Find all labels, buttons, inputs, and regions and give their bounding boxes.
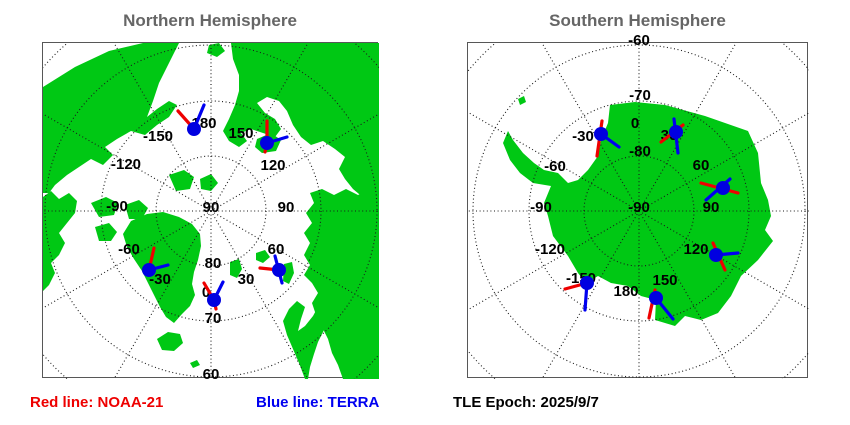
grid-label: -60	[628, 32, 650, 49]
meridian-line	[638, 210, 737, 379]
landmass	[91, 197, 118, 217]
landmass	[283, 298, 335, 379]
satellite-marker	[669, 125, 683, 139]
satellite-marker	[649, 291, 663, 305]
meridian-line	[113, 210, 212, 379]
grid-label: -70	[629, 87, 651, 104]
meridian-line	[638, 112, 809, 212]
grid-label: 60	[203, 366, 220, 383]
satellite-marker	[260, 136, 274, 150]
grid-label: -30	[572, 128, 594, 145]
grid-label: 30	[238, 271, 255, 288]
landmass	[95, 223, 117, 241]
south-polar-plot: -60-70-80-900306090120150180-150-120-90-…	[468, 32, 809, 379]
meridian-line	[541, 43, 640, 212]
landmass	[223, 43, 379, 203]
landmass	[503, 102, 773, 326]
grid-label: 120	[683, 241, 708, 258]
satellite-marker	[187, 122, 201, 136]
meridian-line	[468, 210, 640, 311]
grid-label: 120	[260, 157, 285, 174]
latitude-ring	[528, 100, 750, 322]
grid-label: -60	[544, 158, 566, 175]
satellite-marker	[142, 263, 156, 277]
latitude-ring	[100, 100, 322, 322]
grid-label: 90	[203, 199, 220, 216]
meridian-line	[210, 43, 309, 212]
south-map-title: Southern Hemisphere	[549, 11, 726, 30]
landmass	[169, 170, 194, 191]
grid-label: -60	[118, 241, 140, 258]
landmass	[230, 259, 242, 278]
grid-label: -120	[111, 156, 141, 173]
grid-label: -150	[143, 128, 173, 145]
landmass	[157, 332, 183, 351]
northern-hemisphere-map: 180 150 120 90 60 30 0 -30 -60 -90 -120 -150 90 80 70 6…	[42, 42, 379, 383]
grid-label: -90	[628, 199, 650, 216]
satellite-marker	[716, 181, 730, 195]
satellite-marker	[580, 276, 594, 290]
grid-label: -30	[149, 271, 171, 288]
landmass	[207, 43, 225, 57]
grid-label: 0	[631, 115, 639, 132]
north-polar-plot: 1801501209060300-30-60-90-120-1509080706…	[43, 43, 379, 383]
grid-label: 180	[613, 283, 638, 300]
grid-label: 0	[202, 284, 210, 301]
satellite-marker	[272, 263, 286, 277]
grid-label: 150	[228, 125, 253, 142]
landmass	[518, 96, 526, 105]
meridian-line	[210, 113, 379, 212]
grid-label: -90	[530, 199, 552, 216]
grid-label: 150	[652, 272, 677, 289]
meridian-line	[210, 210, 379, 309]
meridian-line	[210, 210, 309, 379]
landmass	[304, 189, 379, 379]
meridian-line	[113, 43, 212, 212]
meridian-line	[638, 43, 737, 212]
grid-label: 60	[693, 157, 710, 174]
grid-label: 90	[703, 199, 720, 216]
landmass	[200, 174, 218, 191]
meridian-line	[43, 210, 212, 309]
meridian-line	[43, 113, 212, 212]
meridian-line	[541, 210, 640, 379]
grid-label: 70	[205, 310, 222, 327]
grid-label: -90	[106, 198, 128, 215]
grid-label: 60	[268, 241, 285, 258]
satellite-marker	[709, 248, 723, 262]
satellite-marker	[594, 127, 608, 141]
legend-red-line: Red line: NOAA-21	[30, 394, 164, 411]
landmass	[43, 43, 179, 193]
grid-label: -80	[629, 143, 651, 160]
meridian-line	[468, 111, 640, 212]
landmass	[125, 200, 148, 219]
meridian-line	[638, 210, 809, 310]
grid-label: 80	[205, 255, 222, 272]
southern-hemisphere-map: -60-70-80-900306090120150180-150-120-90-…	[467, 32, 809, 379]
legend-tle-epoch: TLE Epoch: 2025/9/7	[453, 394, 599, 411]
legend-blue-line: Blue line: TERRA	[256, 394, 380, 411]
satellite-marker	[207, 293, 221, 307]
grid-label: -120	[535, 241, 565, 258]
landmass	[190, 360, 200, 368]
landmass	[43, 191, 77, 291]
landmass	[256, 250, 270, 263]
north-map-title: Northern Hemisphere	[123, 11, 297, 30]
landmass	[283, 262, 294, 284]
grid-label: 90	[278, 199, 295, 216]
